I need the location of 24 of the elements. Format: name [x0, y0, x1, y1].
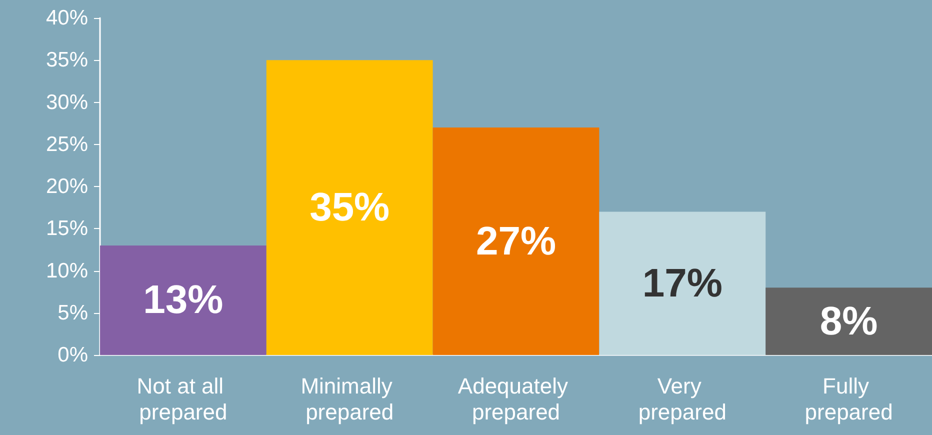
bar [100, 245, 266, 355]
x-tick-label: Fully prepared [804, 374, 893, 424]
bar [599, 212, 766, 355]
y-tick-label: 15% [46, 217, 88, 240]
data-label: 27% [476, 219, 556, 264]
data-label: 35% [310, 186, 390, 230]
x-tick-label: Very prepared [638, 374, 726, 424]
x-tick-label: Adequately prepared [458, 374, 574, 424]
y-tick-label: 10% [46, 259, 88, 282]
y-tick-label: 0% [58, 344, 88, 366]
y-tick-label: 25% [46, 132, 88, 156]
data-label: 8% [820, 299, 878, 344]
data-label: 13% [143, 278, 224, 322]
bar [266, 60, 433, 355]
y-tick-label: 20% [46, 175, 88, 198]
bar [766, 288, 932, 355]
y-tick-label: 40% [46, 6, 88, 30]
y-tick-label: 35% [46, 48, 88, 72]
y-tick-label: 30% [46, 90, 88, 114]
bar [432, 128, 600, 355]
y-tick-label: 5% [58, 301, 88, 324]
data-label: 17% [642, 261, 722, 306]
x-tick-label: Not at all prepared [136, 374, 230, 424]
x-tick-label: Minimally prepared [300, 374, 398, 424]
